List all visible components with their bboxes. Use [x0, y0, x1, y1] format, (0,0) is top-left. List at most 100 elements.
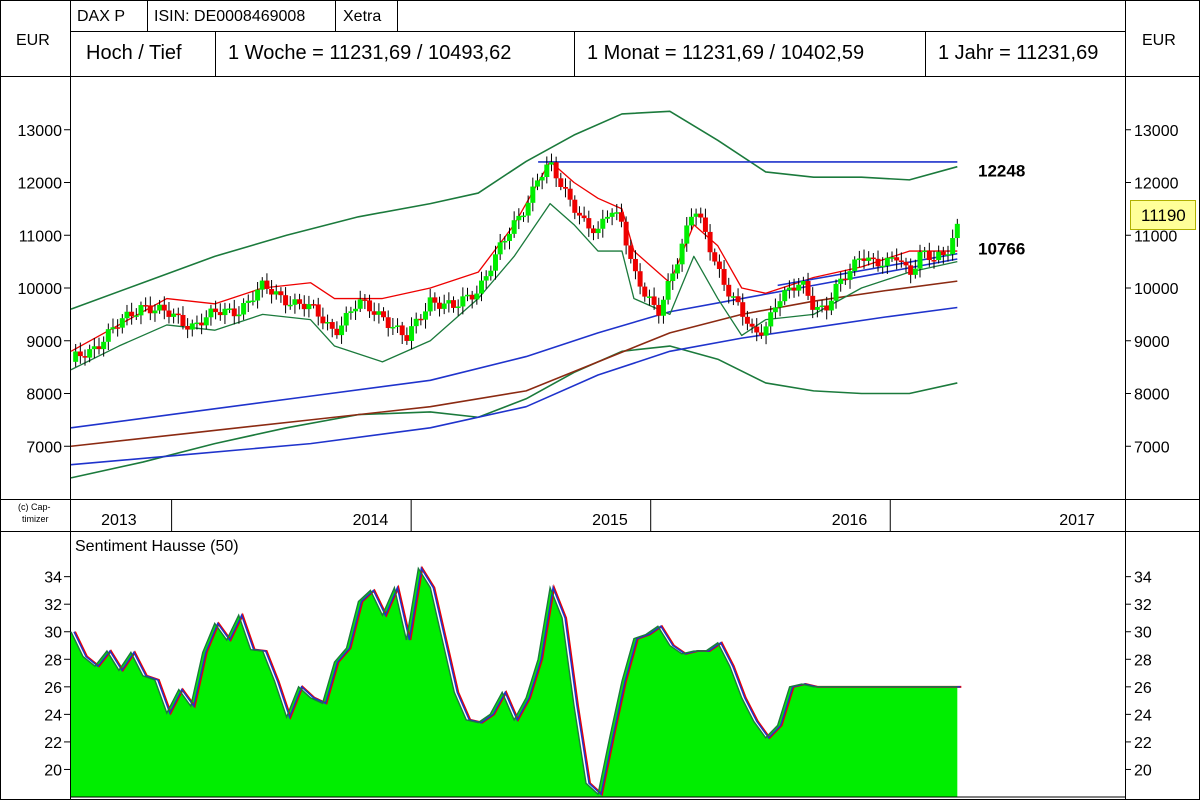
candle-body — [740, 302, 746, 317]
candle-body — [245, 300, 251, 304]
candle-body — [161, 304, 167, 311]
candle-body — [618, 212, 624, 222]
candle-body — [357, 299, 363, 309]
candle-body — [870, 257, 876, 260]
candle-body — [684, 225, 690, 244]
candle-body — [222, 308, 228, 316]
candle-body — [455, 306, 461, 308]
candle-body — [110, 327, 116, 330]
candle-body — [343, 312, 349, 326]
candle-body — [506, 233, 512, 241]
candle-body — [147, 305, 153, 314]
candle-body — [231, 308, 237, 317]
candle-body — [395, 325, 401, 327]
candle-body — [810, 295, 816, 310]
year-high-low: 1 Jahr = 11231,69 — [938, 42, 1099, 64]
candle-body — [362, 299, 368, 301]
series-ma-lower — [70, 306, 958, 466]
candle-body — [460, 296, 466, 307]
candle-body — [301, 303, 307, 310]
candle-body — [665, 280, 671, 300]
price-ytick-label-left: 9000 — [26, 334, 62, 351]
sentiment-area — [71, 568, 958, 797]
sentiment-chart: 20 20 22 22 24 24 26 26 28 28 30 30 32 32 34 34 — [44, 565, 1152, 798]
candle-body — [465, 294, 471, 297]
candle-body — [488, 270, 494, 277]
candle-body — [129, 311, 135, 317]
sentiment-ytick-label-left: 28 — [44, 652, 62, 669]
candle-body — [712, 252, 718, 262]
candle-body — [483, 276, 489, 281]
candle-body — [833, 283, 839, 301]
sentiment-ytick-label-left: 22 — [44, 735, 62, 752]
candle-body — [353, 308, 359, 312]
candle-body — [418, 318, 424, 321]
price-ytick-label-left: 11000 — [19, 228, 62, 245]
price-ytick-label-right: 13000 — [1134, 123, 1179, 140]
candle-body — [866, 257, 872, 261]
candle-body — [511, 220, 517, 234]
candle-body — [91, 346, 97, 350]
month-high-low: 1 Monat = 11231,69 / 10402,59 — [587, 42, 865, 64]
candle-body — [446, 300, 452, 304]
candle-body — [847, 271, 853, 280]
candle-body — [255, 289, 261, 301]
sentiment-ytick-label-right: 20 — [1134, 762, 1152, 779]
candle-body — [628, 245, 634, 259]
candle-body — [908, 265, 914, 275]
candle-body — [842, 278, 848, 281]
candle-body — [698, 213, 704, 218]
candle-body — [152, 310, 158, 314]
candle-body — [236, 314, 242, 317]
currency-right-label: EUR — [1142, 32, 1176, 49]
candle-body — [77, 351, 83, 357]
price-ytick-label-left: 7000 — [26, 439, 62, 456]
currency-left-label: EUR — [16, 32, 50, 49]
candle-body — [311, 304, 317, 306]
candle-body — [283, 295, 289, 306]
candle-body — [175, 313, 181, 316]
candle-body — [376, 311, 382, 315]
price-ytick-label-left: 10000 — [18, 281, 63, 298]
candle-body — [399, 325, 405, 336]
candle-body — [297, 299, 303, 304]
candle-body — [572, 199, 578, 213]
candle-body — [315, 304, 321, 317]
candle-body — [385, 317, 391, 328]
candle-body — [199, 322, 205, 326]
isin-label: ISIN: DE0008469008 — [154, 8, 306, 25]
candle-body — [143, 305, 149, 307]
candle-body — [562, 186, 568, 189]
candle-body — [838, 278, 844, 284]
candle-body — [581, 215, 587, 219]
candle-body — [814, 307, 820, 310]
candle-body — [427, 297, 433, 312]
sentiment-ytick-label-right: 30 — [1134, 625, 1152, 642]
series-trailing-stop-low — [70, 202, 958, 371]
candle-body — [786, 287, 792, 291]
candle-body — [721, 268, 727, 285]
sentiment-ytick-label-left: 26 — [44, 680, 62, 697]
candle-body — [87, 349, 93, 358]
candle-body — [735, 296, 741, 303]
candle-body — [670, 273, 676, 281]
candle-body — [660, 299, 666, 316]
candle-body — [651, 296, 657, 305]
candle-body — [936, 251, 942, 261]
candle-body — [637, 271, 643, 287]
candle-body — [264, 280, 270, 289]
candle-body — [73, 351, 79, 362]
price-ytick-label-left: 12000 — [18, 176, 63, 193]
candle-body — [516, 215, 522, 221]
candle-body — [334, 328, 340, 336]
candle-body — [819, 305, 825, 308]
candle-body — [203, 317, 209, 326]
candle-body — [567, 188, 573, 200]
candle-body — [824, 305, 830, 311]
candle-body — [614, 212, 620, 214]
candle-body — [101, 341, 107, 350]
sentiment-ytick-label-right: 24 — [1134, 707, 1152, 724]
candle-body — [432, 297, 438, 303]
candle-body — [413, 318, 419, 327]
